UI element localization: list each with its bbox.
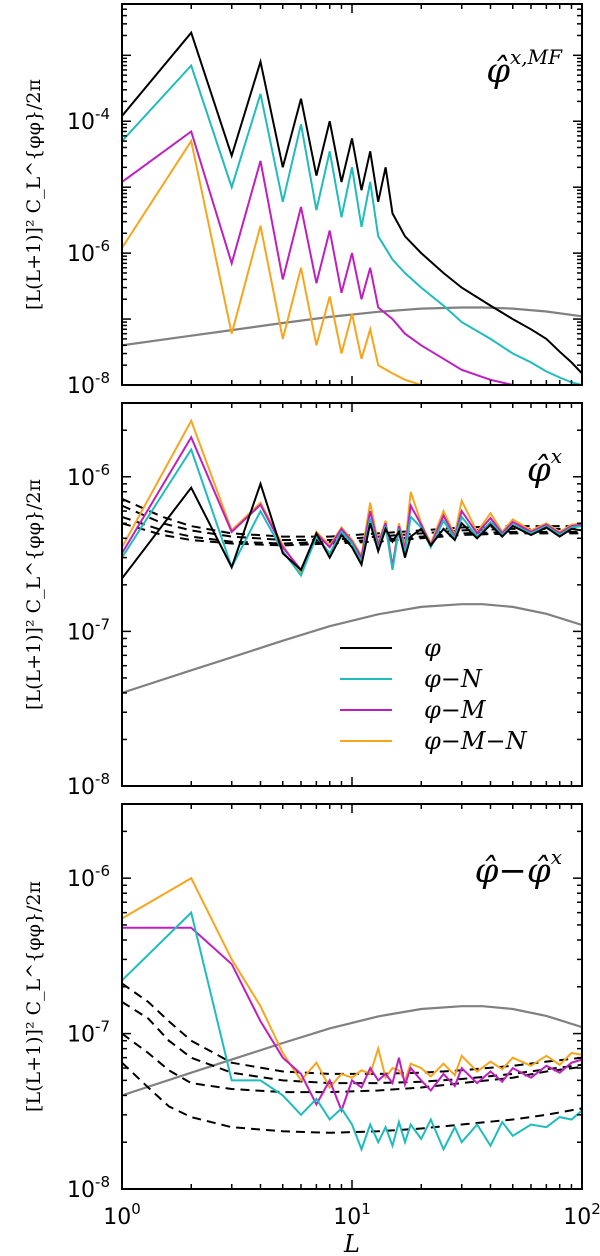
y-tick-label: 10-8 [67,369,110,399]
series-phi-N [122,910,582,1153]
series-phi-M [122,435,582,572]
legend: φ φ−N φ−M φ−M−N [340,634,528,755]
dashed-curve-3 [122,1032,582,1094]
series-phi-M [122,926,582,1114]
plot-area-2 [122,418,582,694]
legend-label-phi-N: φ−N [424,665,483,693]
panel-title: φ̂x [527,444,562,490]
dashed-curve-4 [122,1061,582,1134]
series-phi-M-N [122,418,582,575]
panel-3: 10-8 10-7 10-6 [L(L+1)]² C_L^{φφ}/2π φ̂−φ̂x 1… [23,803,600,1256]
plot-area-3 [122,876,582,1153]
dashed-curve-4 [122,522,582,547]
theory-curve [122,603,582,694]
series-phi [122,30,582,375]
series-phi-M [122,129,514,385]
legend-label-phi-M: φ−M [424,696,487,724]
x-tick-label: 102 [563,1200,600,1230]
series-phi-N [122,63,582,385]
y-tick-label: 10-4 [67,105,110,135]
y-tick-label: 10-8 [67,1173,110,1203]
dashed-curve-1 [122,982,582,1075]
y-axis-label: [L(L+1)]² C_L^{φφ}/2π [23,881,45,1112]
legend-label-phi-M-N: φ−M−N [424,727,528,755]
y-axis-label: [L(L+1)]² C_L^{φφ}/2π [23,479,45,710]
y-tick-label: 10-7 [67,1018,110,1048]
x-tick-label: 100 [103,1200,141,1230]
theory-curve [122,1005,582,1097]
panel-title: φ̂x,MF [486,45,563,91]
y-tick-label: 10-6 [67,862,110,892]
dashed-curve-2 [122,504,582,541]
dashed-curve-3 [122,515,582,545]
y-tick-label: 10-7 [67,615,110,645]
y-axis-label: [L(L+1)]² C_L^{φφ}/2π [23,79,45,310]
series-phi-N [122,447,582,578]
x-axis-label: L [343,1230,360,1256]
plot-area-1 [122,30,582,385]
x-tick-label: 101 [333,1200,371,1230]
legend-label-phi: φ [424,634,441,662]
panel-title: φ̂−φ̂x [475,845,562,891]
y-tick-label: 10-8 [67,770,110,800]
panel-2: 10-8 10-7 10-6 [L(L+1)]² C_L^{φφ}/2π φ̂x φ φ−N… [23,402,583,800]
series-phi [122,480,582,580]
series-phi-M-N [122,138,462,385]
y-tick-label: 10-6 [67,461,110,491]
dashed-curve-2 [122,1001,582,1085]
series-phi-M-N [122,876,582,1090]
theory-curve [122,306,582,347]
panel-1: 10-8 10-6 10-4 [L(L+1)]² C_L^{φφ}/2π φ̂x,MF [23,3,583,399]
y-tick-label: 10-6 [67,237,110,267]
